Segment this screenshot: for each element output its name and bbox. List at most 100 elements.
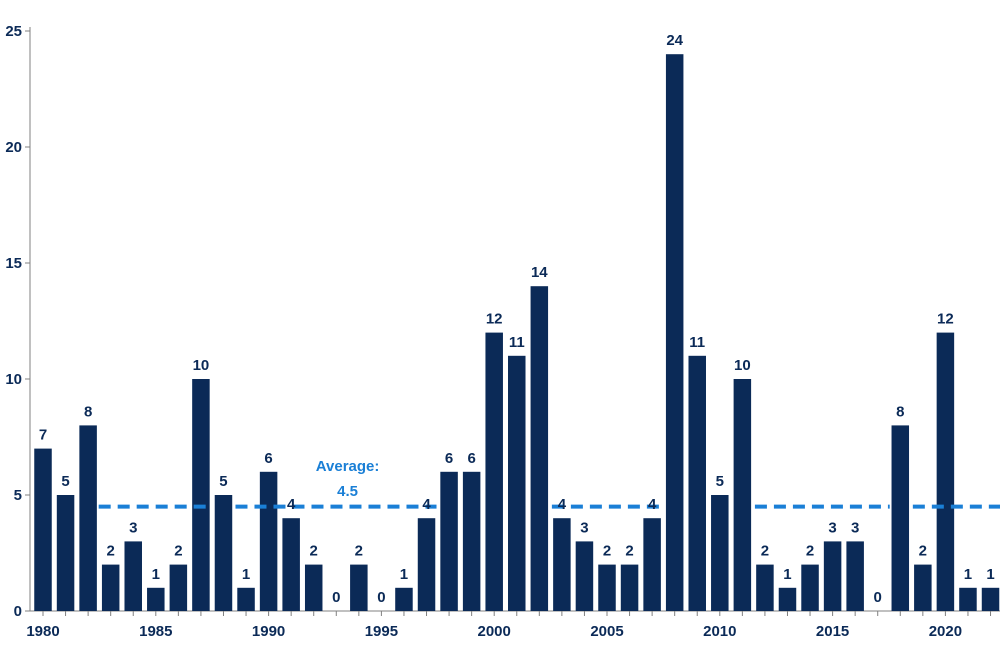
- data-label-1994: 2: [355, 543, 363, 560]
- bar-2010: [711, 495, 729, 611]
- data-label-1989: 1: [242, 566, 250, 583]
- data-label-2018: 8: [896, 403, 904, 420]
- bar-2007: [643, 518, 661, 611]
- data-label-1983: 2: [107, 543, 115, 560]
- bar-2020: [936, 332, 955, 611]
- x-tick-label: 1990: [252, 623, 285, 640]
- bar-1997: [417, 518, 436, 611]
- data-label-2005: 2: [603, 543, 611, 560]
- y-tick-label: 25: [5, 23, 22, 40]
- data-label-1998: 6: [445, 450, 453, 467]
- data-label-1988: 5: [219, 473, 227, 490]
- x-tick-label: 2020: [929, 623, 962, 640]
- bar-1987: [192, 379, 210, 611]
- x-tick-label: 2005: [590, 623, 623, 640]
- data-label-2017: 0: [874, 589, 882, 606]
- y-tick-label: 15: [5, 255, 22, 272]
- bar-2019: [914, 564, 932, 611]
- data-label-1984: 3: [129, 519, 137, 536]
- y-tick-label: 10: [5, 371, 22, 388]
- data-label-2001: 11: [509, 334, 525, 351]
- data-label-1990: 6: [264, 450, 272, 467]
- bar-1989: [237, 587, 255, 611]
- data-label-1997: 4: [422, 496, 431, 513]
- bar-1982: [79, 425, 97, 611]
- data-label-2021: 1: [964, 566, 972, 583]
- data-label-2016: 3: [851, 519, 859, 536]
- bar-2003: [553, 518, 571, 611]
- bar-1988: [214, 495, 233, 611]
- bar-2006: [620, 564, 639, 611]
- data-label-2013: 1: [783, 566, 791, 583]
- x-tick-label: 1995: [365, 623, 398, 640]
- data-label-1980: 7: [39, 427, 47, 444]
- bar-2002: [530, 286, 549, 611]
- bar-2015: [823, 541, 842, 611]
- y-axis: 0 5 10 15 20 25: [5, 23, 31, 620]
- bar-2014: [801, 564, 819, 611]
- data-label-2020: 12: [937, 311, 954, 328]
- data-label-2006: 2: [625, 543, 633, 560]
- bar-2022: [981, 587, 1000, 611]
- x-tick-label: 2015: [816, 623, 849, 640]
- bar-1999: [462, 471, 481, 611]
- bar-2011: [733, 379, 752, 611]
- bar-1983: [101, 564, 120, 611]
- bar-2000: [485, 332, 503, 611]
- bar-1992: [304, 564, 323, 611]
- average-label: Average:: [316, 458, 380, 475]
- bar-1985: [147, 587, 165, 611]
- bar-2008: [665, 54, 684, 611]
- data-label-2000: 12: [486, 311, 503, 328]
- data-label-1982: 8: [84, 403, 92, 420]
- y-tick-label: 0: [14, 603, 22, 620]
- data-label-1995: 0: [377, 589, 385, 606]
- x-tick-label: 1985: [139, 623, 172, 640]
- data-label-1996: 1: [400, 566, 408, 583]
- bar-1990: [259, 471, 278, 611]
- x-tick-label: 2010: [703, 623, 736, 640]
- data-label-1985: 1: [152, 566, 160, 583]
- bar-2016: [846, 541, 864, 611]
- data-label-2022: 1: [986, 566, 994, 583]
- bar-1981: [56, 495, 75, 611]
- data-label-1993: 0: [332, 589, 340, 606]
- data-label-1987: 10: [193, 357, 210, 374]
- bar-2013: [778, 587, 797, 611]
- bar-2018: [891, 425, 910, 611]
- data-label-1999: 6: [467, 450, 475, 467]
- average-value-label: 4.5: [337, 483, 358, 500]
- y-tick-label: 20: [5, 139, 22, 156]
- bar-1996: [395, 587, 413, 611]
- data-label-2009: 11: [689, 334, 705, 351]
- bar-2012: [756, 564, 774, 611]
- bar-2001: [508, 355, 526, 611]
- bar-1994: [350, 564, 368, 611]
- bar-2005: [598, 564, 616, 611]
- bar-2004: [575, 541, 594, 611]
- data-label-1991: 4: [287, 496, 296, 513]
- data-label-2007: 4: [648, 496, 657, 513]
- data-label-2004: 3: [580, 519, 588, 536]
- bar-2009: [688, 355, 706, 611]
- x-tick-label: 2000: [478, 623, 511, 640]
- data-label-1992: 2: [310, 543, 318, 560]
- data-label-2011: 10: [734, 357, 751, 374]
- bar-1980: [34, 448, 52, 611]
- data-label-2015: 3: [828, 519, 836, 536]
- y-tick-label: 5: [14, 487, 22, 504]
- data-label-1986: 2: [174, 543, 182, 560]
- bar-1998: [440, 471, 458, 611]
- data-label-2008: 24: [666, 32, 683, 49]
- bar-1984: [124, 541, 142, 611]
- data-label-2010: 5: [716, 473, 724, 490]
- data-label-2012: 2: [761, 543, 769, 560]
- data-label-2019: 2: [919, 543, 927, 560]
- bar-2021: [959, 587, 977, 611]
- x-tick-label: 1980: [26, 623, 59, 640]
- data-label-1981: 5: [61, 473, 69, 490]
- bar-1986: [169, 564, 188, 611]
- data-label-2014: 2: [806, 543, 814, 560]
